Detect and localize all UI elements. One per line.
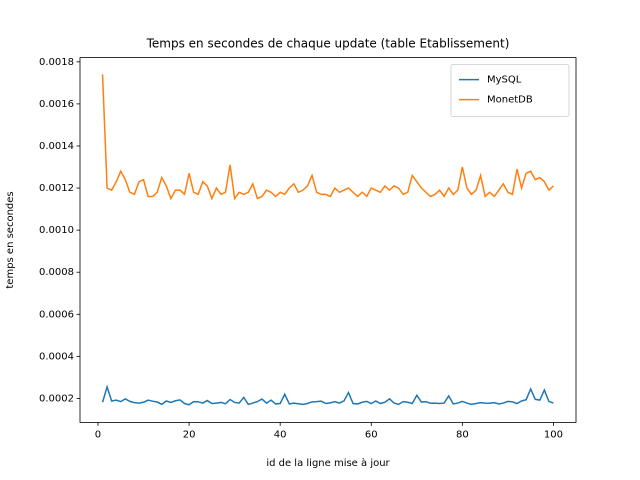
y-tick-label: 0.0014 [39,141,74,152]
x-tick-label: 100 [544,429,563,440]
x-tick-label: 0 [95,429,101,440]
x-tick-label: 60 [365,429,378,440]
y-tick-label: 0.0018 [39,57,74,68]
x-tick-label: 40 [274,429,287,440]
x-tick-label: 80 [456,429,469,440]
series-line [101,384,554,406]
y-tick-label: 0.0002 [39,393,74,404]
y-tick-label: 0.0012 [39,183,74,194]
legend-label: MySQL [487,75,522,86]
plot-frame [79,57,577,423]
legend-box [450,64,570,117]
y-tick-label: 0.0016 [39,99,74,110]
x-axis-label: id de la ligne mise à jour [266,457,390,469]
y-tick-label: 0.0008 [39,267,74,278]
y-tick-label: 0.0004 [39,351,74,362]
y-tick-label: 0.0006 [39,309,74,320]
series-line [101,74,554,201]
legend-label: MonetDB [487,95,533,106]
y-axis-label: temps en secondes [5,191,16,288]
y-tick-label: 0.0010 [39,225,74,236]
x-tick-label: 20 [183,429,196,440]
chart-title: Temps en secondes de chaque update (tabl… [146,37,510,51]
